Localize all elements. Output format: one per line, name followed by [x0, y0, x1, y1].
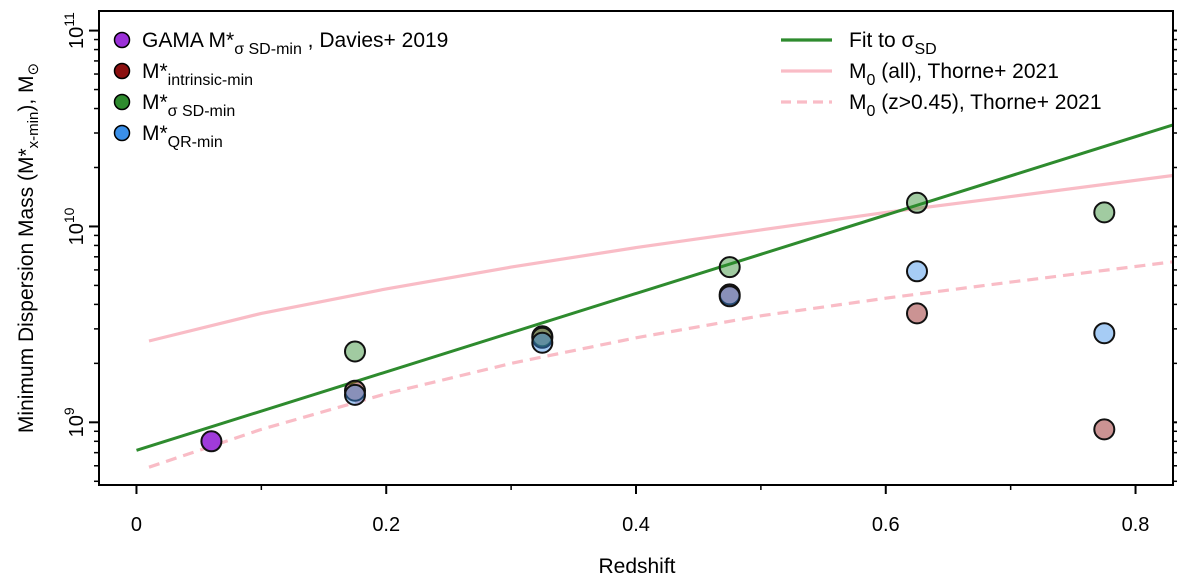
point-sigma-4 — [1093, 201, 1116, 224]
plot-area — [136, 123, 1173, 469]
y-axis-title-tail: ), M — [15, 76, 38, 112]
x-tick-label: 0.2 — [372, 514, 400, 536]
legend-label-intrinsic: M*intrinsic-min — [142, 60, 253, 89]
y-tick-exp: 11 — [61, 12, 77, 27]
legend-label-sigma-main: M* — [142, 91, 168, 114]
y-tick-label-text: 109 — [61, 407, 88, 437]
line-fit — [136, 123, 1173, 452]
y-tick-exp: 10 — [61, 207, 77, 223]
y-axis-title-sub: x-min — [25, 112, 42, 149]
line-thorne_z — [148, 260, 1173, 469]
y-axis-title: Minimum Dispersion Mass (M*x-min), M⊙ — [15, 63, 42, 433]
legend-label-gama: GAMA M*σ SD-min , Davies+ 2019 — [142, 29, 448, 58]
legend-label-gama-sub: σ SD-min — [234, 41, 302, 58]
x-axis-title: Redshift — [598, 555, 675, 578]
legend-label-thorne_z-tail: (z>0.45), Thorne+ 2021 — [875, 91, 1101, 114]
point-gama-0 — [200, 430, 223, 453]
legend-label-thorne_z: M0 (z>0.45), Thorne+ 2021 — [849, 91, 1102, 120]
x-tick-label: 0.6 — [872, 514, 900, 536]
line-thorne_all — [148, 173, 1173, 343]
x-tick-label: 0.8 — [1122, 514, 1150, 536]
legend-marker-sigma — [113, 93, 131, 111]
y-axis-title-main: Minimum Dispersion Mass (M* — [15, 148, 38, 433]
legend-label-thorne_all-sub: 0 — [867, 72, 876, 89]
point-sigma-3 — [906, 191, 928, 214]
point-qr-0 — [344, 383, 366, 406]
legend-label-fit-main: Fit to σ — [849, 29, 915, 52]
legend-label-gama-main: GAMA M* — [142, 29, 234, 52]
point-qr-4 — [1093, 322, 1116, 345]
legend: GAMA M*σ SD-min , Davies+ 2019M*intrinsi… — [113, 29, 1102, 151]
y-tick-base: 10 — [66, 223, 88, 245]
legend-label-fit-sub: SD — [914, 41, 936, 58]
point-qr-2 — [718, 285, 741, 308]
x-tick-label: 0 — [131, 514, 142, 536]
legend-label-gama-tail: , Davies+ 2019 — [302, 29, 449, 52]
point-sigma-1 — [531, 326, 554, 349]
legend-label-fit: Fit to σSD — [849, 29, 937, 58]
point-qr-3 — [906, 260, 928, 283]
y-tick-base: 10 — [66, 415, 88, 437]
y-tick-exp: 9 — [61, 407, 77, 415]
legend-label-thorne_all-main: M — [849, 60, 867, 83]
legend-label-intrinsic-main: M* — [142, 60, 168, 83]
legend-label-sigma: M*σ SD-min — [142, 91, 235, 120]
legend-label-thorne_z-sub: 0 — [867, 103, 876, 120]
y-axis-title-symbol: ⊙ — [25, 63, 42, 76]
point-qr-1 — [531, 331, 554, 354]
x-tick-label: 0.4 — [622, 514, 650, 536]
legend-label-qr: M*QR-min — [142, 122, 223, 151]
legend-label-qr-main: M* — [142, 122, 168, 145]
legend-label-thorne_all: M0 (all), Thorne+ 2021 — [849, 60, 1059, 89]
legend-label-thorne_all-tail: (all), Thorne+ 2021 — [875, 60, 1058, 83]
y-tick-label-text: 1011 — [61, 12, 88, 49]
point-sigma-2 — [718, 256, 741, 279]
legend-label-thorne_z-main: M — [849, 91, 867, 114]
y-tick-label: 109 — [61, 407, 88, 437]
legend-marker-intrinsic — [113, 62, 131, 80]
plot-clip-group — [136, 123, 1173, 469]
point-intrinsic-3 — [906, 302, 928, 325]
point-sigma-0 — [344, 340, 366, 363]
legend-marker-qr — [113, 124, 131, 142]
legend-marker-gama — [113, 31, 131, 49]
y-tick-base: 10 — [66, 27, 88, 49]
y-tick-label-text: 1010 — [61, 207, 88, 245]
legend-label-qr-sub: QR-min — [168, 134, 223, 151]
point-intrinsic-4 — [1093, 418, 1116, 441]
y-tick-label: 1011 — [61, 12, 88, 49]
legend-label-intrinsic-sub: intrinsic-min — [168, 72, 253, 89]
y-tick-label: 1010 — [61, 207, 88, 245]
legend-label-sigma-sub: σ SD-min — [168, 103, 236, 120]
